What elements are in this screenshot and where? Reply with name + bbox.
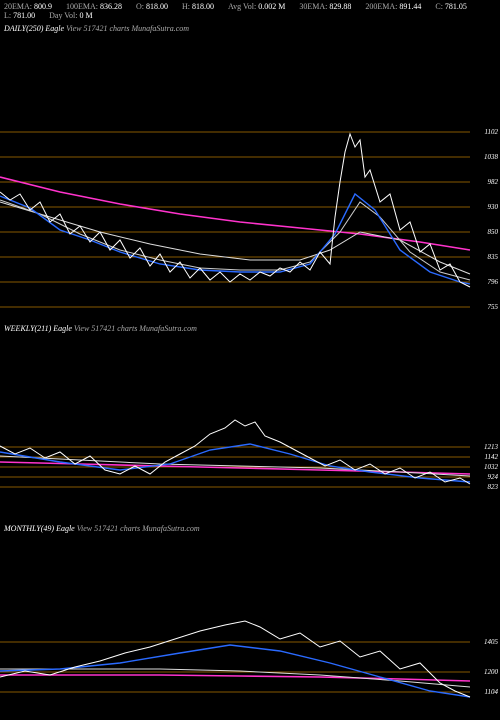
- header-cell: Day Vol: 0 M: [49, 11, 93, 20]
- y-tick-label: 924: [488, 473, 499, 481]
- y-tick-label: 1213: [484, 443, 498, 451]
- y-tick-label: 1200: [484, 668, 498, 676]
- chart-svg: [0, 322, 500, 522]
- chart-svg: [0, 522, 500, 720]
- header-cell: 100EMA: 836.28: [66, 2, 122, 11]
- header-cell: 30EMA: 829.88: [299, 2, 351, 11]
- panel-title: WEEKLY(211) Eagle View 517421 charts Mun…: [4, 324, 197, 333]
- header-cell: H: 818.00: [182, 2, 214, 11]
- y-tick-label: 1102: [485, 128, 498, 136]
- header-cell: L: 781.00: [4, 11, 35, 20]
- series-ema100: [0, 202, 470, 274]
- header-cell: C: 781.05: [435, 2, 467, 11]
- chart-panel: WEEKLY(211) Eagle View 517421 charts Mun…: [0, 322, 500, 522]
- y-tick-label: 850: [488, 228, 499, 236]
- y-tick-label: 1032: [484, 463, 498, 471]
- y-tick-label: 1038: [484, 153, 498, 161]
- y-tick-label: 755: [488, 303, 499, 311]
- indicator-header: 20EMA: 800.9 100EMA: 836.28 O: 818.00 H: 81…: [0, 0, 500, 22]
- y-tick-label: 982: [488, 178, 499, 186]
- y-tick-label: 1104: [485, 688, 498, 696]
- header-cell: Avg Vol: 0.002 M: [228, 2, 285, 11]
- series-price: [0, 621, 470, 697]
- y-tick-label: 796: [488, 278, 499, 286]
- panel-title: DAILY(250) Eagle View 517421 charts Muna…: [4, 24, 189, 33]
- series-ema100: [0, 456, 470, 476]
- y-tick-label: 835: [488, 253, 499, 261]
- header-cell: 20EMA: 800.9: [4, 2, 52, 11]
- series-ema200: [0, 675, 470, 681]
- header-cell: O: 818.00: [136, 2, 168, 11]
- y-tick-label: 930: [488, 203, 499, 211]
- chart-panel: DAILY(250) Eagle View 517421 charts Muna…: [0, 22, 500, 322]
- y-tick-label: 1142: [485, 453, 498, 461]
- chart-panel: MONTHLY(49) Eagle View 517421 charts Mun…: [0, 522, 500, 720]
- y-tick-label: 823: [488, 483, 499, 491]
- series-ema20: [0, 444, 470, 482]
- y-tick-label: 1405: [484, 638, 498, 646]
- series-ema30: [0, 200, 470, 280]
- series-price: [0, 420, 470, 484]
- header-cell: 200EMA: 891.44: [365, 2, 421, 11]
- panel-title: MONTHLY(49) Eagle View 517421 charts Mun…: [4, 524, 200, 533]
- chart-svg: [0, 22, 500, 322]
